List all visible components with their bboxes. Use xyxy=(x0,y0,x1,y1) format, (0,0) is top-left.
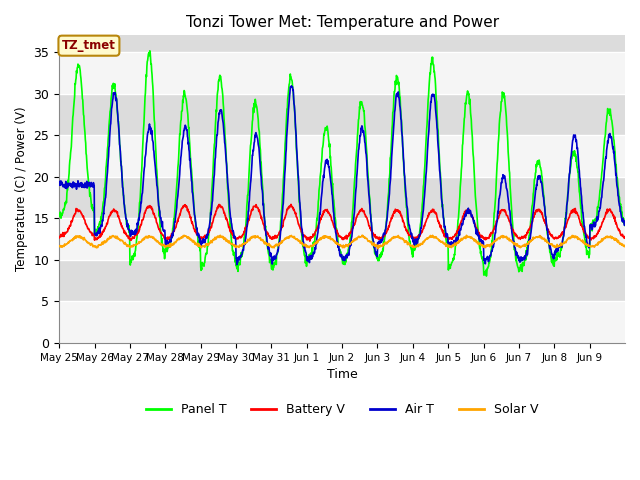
Solar V xyxy=(621,243,629,249)
Battery V xyxy=(306,238,314,244)
Battery V xyxy=(287,202,295,207)
Battery V xyxy=(55,235,63,241)
Panel T xyxy=(317,168,324,174)
Solar V xyxy=(358,232,366,238)
Legend: Panel T, Battery V, Air T, Solar V: Panel T, Battery V, Air T, Solar V xyxy=(141,398,543,421)
Battery V xyxy=(317,215,325,220)
Battery V xyxy=(476,233,484,239)
Panel T xyxy=(328,171,335,177)
Line: Air T: Air T xyxy=(59,86,625,264)
Air T xyxy=(144,131,152,136)
Battery V xyxy=(144,205,152,211)
Air T xyxy=(614,193,622,199)
Line: Solar V: Solar V xyxy=(59,235,625,249)
Solar V xyxy=(317,235,324,241)
Air T xyxy=(55,182,63,188)
Air T xyxy=(317,195,325,201)
Air T xyxy=(328,191,336,197)
Panel T xyxy=(55,211,63,216)
Y-axis label: Temperature (C) / Power (V): Temperature (C) / Power (V) xyxy=(15,107,28,272)
Air T xyxy=(476,238,484,244)
Battery V xyxy=(614,227,622,233)
Panel T xyxy=(559,235,567,241)
Solar V xyxy=(476,240,484,246)
Panel T xyxy=(483,273,490,279)
Battery V xyxy=(328,218,336,224)
Line: Battery V: Battery V xyxy=(59,204,625,241)
Panel T xyxy=(476,246,484,252)
Panel T xyxy=(144,58,152,63)
Air T xyxy=(621,221,629,227)
Bar xyxy=(59,301,625,343)
Bar xyxy=(59,52,625,94)
Solar V xyxy=(614,238,622,243)
Air T xyxy=(233,262,241,267)
Battery V xyxy=(559,229,567,235)
Solar V xyxy=(559,240,567,246)
Solar V xyxy=(374,246,382,252)
Bar xyxy=(59,135,625,177)
Title: Tonzi Tower Met: Temperature and Power: Tonzi Tower Met: Temperature and Power xyxy=(186,15,499,30)
Battery V xyxy=(621,234,629,240)
Bar xyxy=(59,218,625,260)
Solar V xyxy=(144,234,152,240)
Solar V xyxy=(328,237,335,242)
Panel T xyxy=(146,48,154,54)
Solar V xyxy=(55,243,63,249)
Text: TZ_tmet: TZ_tmet xyxy=(62,39,116,52)
Panel T xyxy=(614,188,622,194)
Air T xyxy=(287,83,295,89)
Panel T xyxy=(621,223,629,228)
X-axis label: Time: Time xyxy=(326,368,358,381)
Line: Panel T: Panel T xyxy=(59,51,625,276)
Air T xyxy=(559,235,567,240)
